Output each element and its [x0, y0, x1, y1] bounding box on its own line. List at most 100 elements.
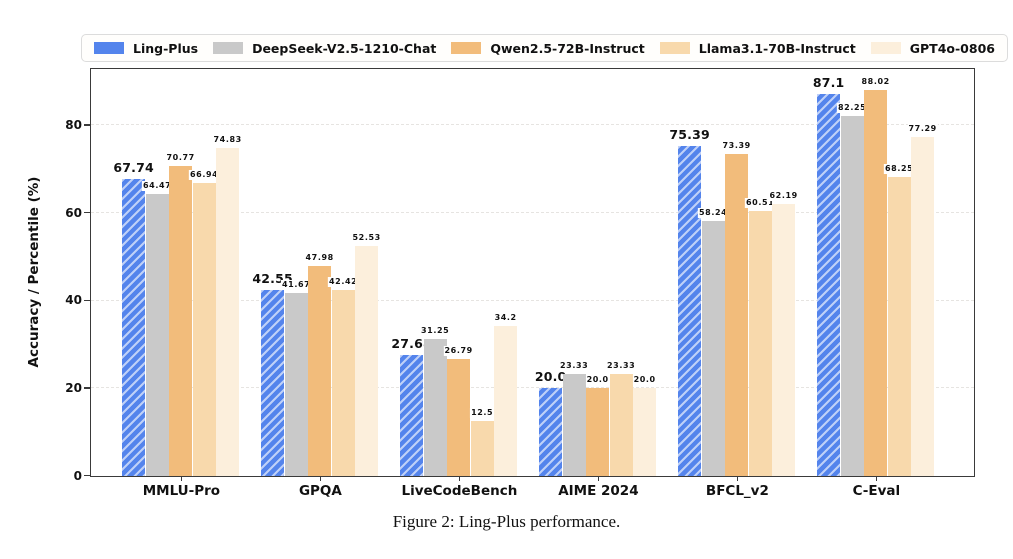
legend-label: Qwen2.5-72B-Instruct: [490, 40, 645, 56]
bar: [470, 421, 494, 476]
bar: [192, 182, 216, 476]
bar-value-label: 23.33: [605, 360, 637, 371]
bar: [887, 176, 911, 476]
bar: [169, 165, 193, 476]
bar: [331, 290, 355, 476]
y-tick-label: 0: [73, 468, 82, 483]
bar: [308, 265, 332, 476]
y-tick-label: 40: [65, 293, 82, 308]
gridline-40: [91, 299, 974, 301]
gridline-20: [91, 387, 974, 389]
bar-value-label: 52.53: [351, 232, 382, 243]
y-tick-label: 80: [65, 118, 82, 133]
y-tick-mark: [84, 474, 90, 477]
x-tick-mark: [875, 477, 878, 481]
y-tick-mark: [84, 211, 90, 214]
bar: [216, 148, 240, 476]
legend-swatch-1: [94, 42, 124, 54]
y-tick-mark: [84, 299, 90, 301]
bar: [748, 210, 772, 476]
bar: [678, 145, 702, 476]
plot-area: 67.74 64.47 70.77 66.94 74.83 42.55 41.67 47.98…: [90, 68, 975, 477]
bar: [633, 388, 657, 476]
x-category-label: MMLU-Pro: [142, 483, 221, 499]
bar-value-label: 27.68: [389, 335, 434, 351]
bar-value-label: 20.0: [532, 369, 569, 385]
bar-value-label: 70.77: [165, 152, 196, 163]
legend-swatch-5: [870, 42, 901, 54]
bar-value-label: 75.39: [667, 126, 712, 142]
bar-value-label: 67.74: [111, 160, 156, 176]
bar-value-label: 41.67: [280, 280, 312, 291]
bar: [145, 193, 169, 476]
bar: [400, 354, 424, 476]
bar: [609, 373, 633, 476]
legend-swatch-3: [451, 42, 482, 54]
x-category-label: AIME 2024: [558, 483, 639, 499]
gridline-60: [91, 212, 974, 214]
x-tick-mark: [458, 477, 461, 481]
bar: [494, 326, 518, 476]
bar-value-label: 68.25: [883, 163, 915, 174]
bar: [725, 154, 749, 476]
bar: [701, 220, 725, 476]
bar-value-label: 82.25: [836, 102, 868, 113]
bar: [539, 388, 563, 476]
bar-value-label: 20.0: [632, 375, 657, 386]
legend-label: Llama3.1-70B-Instruct: [698, 40, 856, 56]
bar: [261, 289, 285, 476]
bar-value-label: 42.42: [327, 277, 359, 288]
x-tick-mark: [180, 477, 183, 481]
bar-value-label: 12.5: [470, 408, 495, 419]
legend-item: Llama3.1-70B-Instruct: [659, 40, 856, 56]
bar: [586, 388, 610, 476]
x-tick-mark: [736, 477, 739, 481]
legend-swatch-2: [213, 42, 244, 54]
y-tick-mark: [84, 124, 90, 126]
x-category-label: LiveCodeBench: [401, 483, 518, 499]
y-tick-label: 20: [65, 380, 82, 395]
y-tick-label: 60: [65, 205, 82, 220]
bar-value-label: 47.98: [304, 252, 335, 263]
y-axis-title: Accuracy / Percentile (%): [26, 176, 42, 368]
legend-label: Ling-Plus: [133, 40, 199, 56]
x-category-label: C-Eval: [852, 483, 901, 499]
legend-label: GPT4o-0806: [909, 40, 995, 56]
bar: [772, 203, 796, 476]
bar-value-label: 58.24: [697, 207, 729, 218]
bar: [840, 115, 864, 476]
x-category-label: GPQA: [298, 483, 342, 499]
bar-value-label: 62.19: [768, 190, 799, 201]
bar-value-label: 26.79: [443, 345, 474, 356]
y-tick-mark: [84, 387, 90, 389]
bar: [423, 339, 447, 476]
bar: [864, 90, 888, 476]
x-tick-mark: [319, 477, 322, 481]
legend-item: GPT4o-0806: [870, 40, 995, 56]
bar: [447, 358, 471, 476]
bar-value-label: 66.94: [188, 169, 220, 180]
bar-value-label: 34.2: [493, 313, 518, 324]
legend-swatch-4: [659, 42, 690, 54]
gridline-80: [91, 124, 974, 126]
bar-value-label: 60.51: [744, 197, 776, 208]
bar: [562, 373, 586, 476]
x-category-label: BFCL_v2: [705, 483, 769, 499]
bar-value-label: 77.29: [907, 124, 938, 135]
x-tick-mark: [597, 477, 600, 481]
bar: [911, 137, 935, 476]
bar-value-label: 31.25: [419, 326, 451, 337]
legend: Ling-Plus DeepSeek-V2.5-1210-Chat Qwen2.5-…: [81, 34, 1008, 62]
bar-value-label: 20.0: [585, 375, 610, 386]
legend-item: DeepSeek-V2.5-1210-Chat: [213, 41, 436, 56]
bar-value-label: 88.02: [860, 77, 891, 88]
bar-value-label: 73.39: [721, 141, 752, 152]
figure-caption: Figure 2: Ling-Plus performance.: [392, 512, 621, 531]
bar-value-label: 74.83: [212, 135, 243, 146]
bar: [817, 94, 841, 476]
bar-value-label: 23.33: [558, 360, 590, 371]
legend-label: DeepSeek-V2.5-1210-Chat: [252, 40, 437, 56]
bar: [355, 245, 379, 476]
bar-value-label: 87.1: [810, 75, 847, 91]
